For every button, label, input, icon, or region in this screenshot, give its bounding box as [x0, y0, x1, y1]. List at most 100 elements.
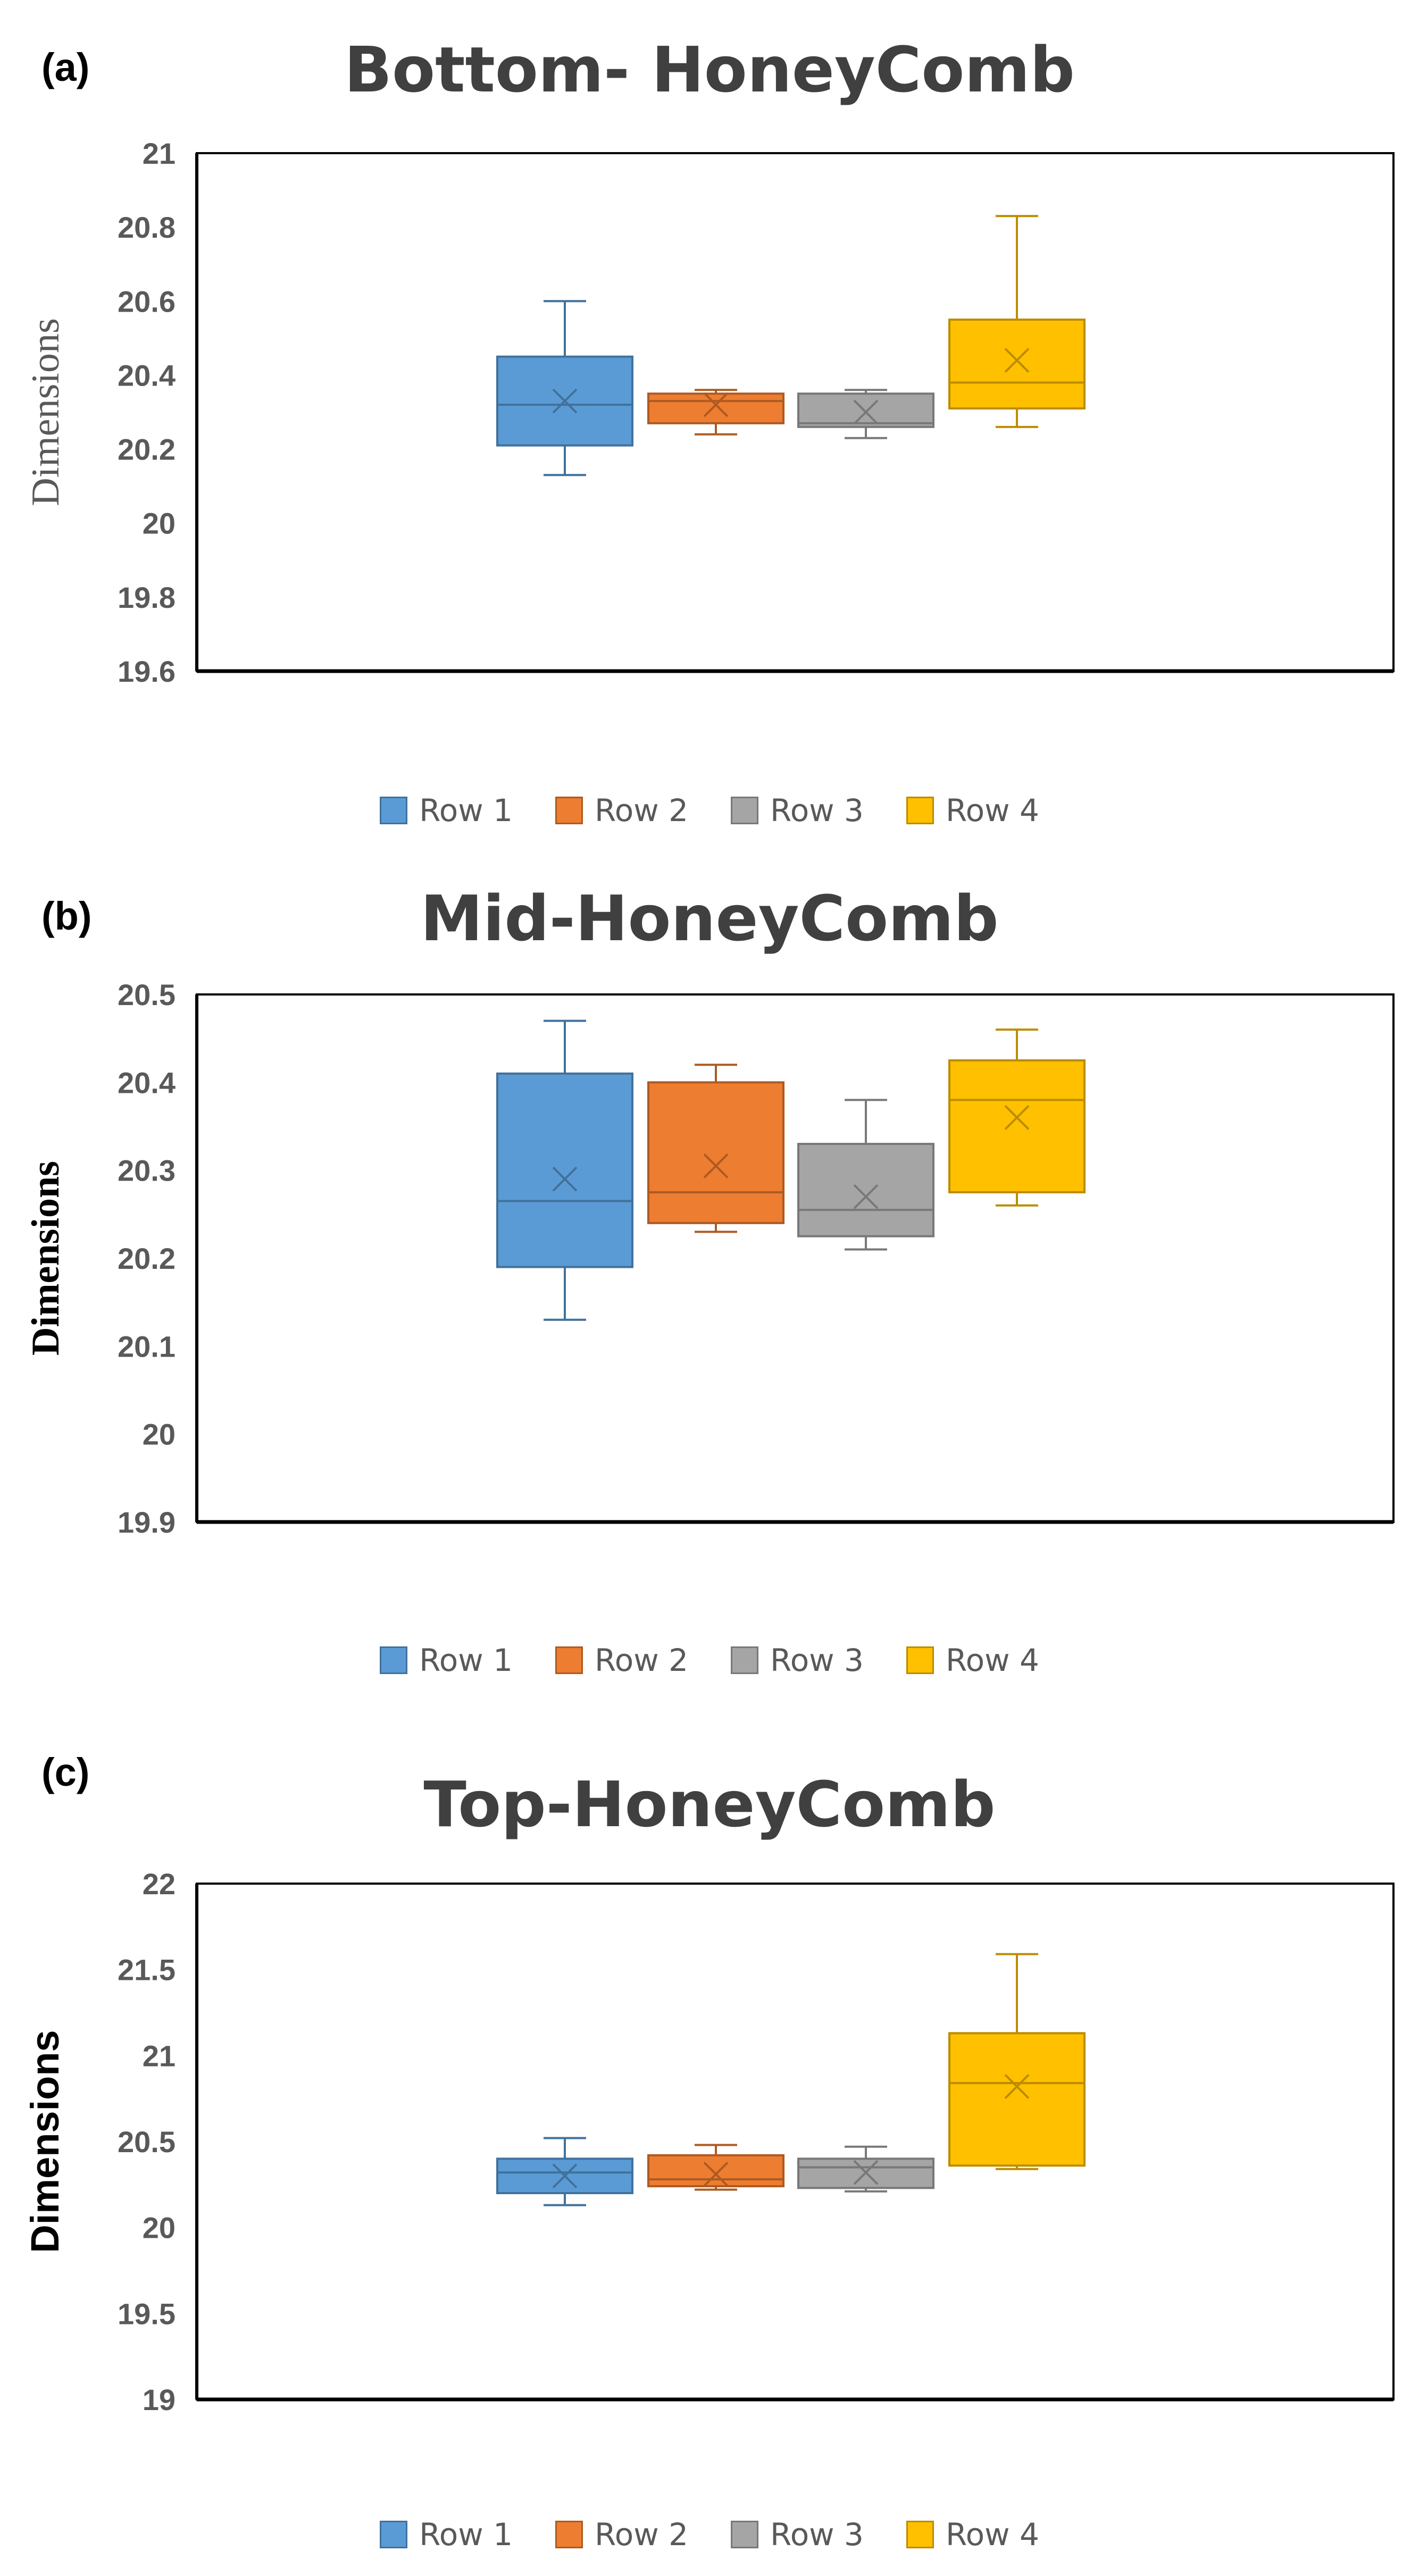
chart-legend: Row 1 Row 2 Row 3 Row 4	[0, 2516, 1419, 2553]
chart-panel-a: (a) Bottom- HoneyComb 21 20.8 20.6 20.4 20.2…	[0, 0, 1419, 851]
legend-label: Row 2	[595, 2516, 688, 2553]
legend-swatch	[731, 2521, 758, 2548]
plot-frame	[196, 993, 1395, 1523]
legend-item-row-2: Row 2	[555, 792, 688, 829]
y-tick-label: 19.6	[118, 655, 176, 688]
y-tick-label: 19.9	[118, 1506, 176, 1539]
legend-label: Row 1	[419, 792, 513, 829]
box-iqr	[647, 2154, 784, 2188]
y-tick-label: 20.5	[118, 978, 176, 1011]
legend-item-row-2: Row 2	[555, 1642, 688, 1678]
chart-legend: Row 1 Row 2 Row 3 Row 4	[0, 1642, 1419, 1678]
legend-swatch	[731, 1646, 758, 1674]
y-tick-label: 20.4	[118, 358, 176, 392]
panel-label: (b)	[41, 894, 92, 938]
chart-title: Bottom- HoneyComb	[344, 33, 1075, 106]
legend-label: Row 1	[419, 2516, 513, 2553]
box-iqr	[797, 392, 934, 428]
box-row-2	[647, 2144, 784, 2191]
legend-swatch	[555, 797, 583, 824]
y-tick-label: 20	[143, 1418, 176, 1451]
legend-item-row-3: Row 3	[731, 1642, 864, 1678]
legend-label: Row 4	[945, 1642, 1039, 1678]
y-tick-label: 20	[143, 507, 176, 540]
box-iqr	[797, 1143, 934, 1237]
y-tick-label: 19	[143, 2383, 176, 2416]
legend-label: Row 2	[595, 1642, 688, 1678]
box-row-4	[948, 215, 1086, 428]
box-row-4	[948, 1028, 1086, 1207]
y-axis-label: Dimensions	[24, 318, 68, 506]
legend-swatch	[906, 2521, 934, 2548]
mean-marker	[853, 399, 879, 425]
y-axis-label: Dimensions	[24, 1161, 68, 1356]
legend-swatch	[555, 2521, 583, 2548]
legend-swatch	[380, 1646, 408, 1674]
legend-label: Row 2	[595, 792, 688, 829]
box-row-2	[647, 1064, 784, 1233]
legend-label: Row 1	[419, 1642, 513, 1678]
legend-swatch	[906, 1646, 934, 1674]
chart-plot: 21 20.8 20.6 20.4 20.2 20 19.8 19.6 Dimensions	[24, 137, 1395, 688]
legend-label: Row 3	[770, 792, 864, 829]
legend-item-row-4: Row 4	[906, 792, 1039, 829]
legend-label: Row 4	[945, 2516, 1039, 2553]
plot-frame	[196, 152, 1395, 672]
y-tick-label: 21	[143, 2039, 176, 2072]
legend-item-row-4: Row 4	[906, 1642, 1039, 1678]
y-tick-label: 20	[143, 2211, 176, 2245]
mean-marker	[703, 2162, 729, 2187]
box-row-2	[647, 389, 784, 436]
box-row-3	[797, 2145, 934, 2193]
mean-marker	[853, 2160, 879, 2185]
plot-frame	[196, 1883, 1395, 2401]
chart-panel-c: (c) Top-HoneyComb 22 21.5 21 20.5 20 19.5 19 Di…	[0, 1719, 1419, 2570]
mean-marker	[1004, 348, 1030, 373]
y-tick-label: 19.5	[118, 2297, 176, 2330]
legend-swatch	[906, 797, 934, 824]
legend-item-row-3: Row 3	[731, 792, 864, 829]
y-tick-label: 20.8	[118, 211, 176, 244]
y-tick-label: 22	[143, 1867, 176, 1901]
y-tick-label: 20.1	[118, 1329, 176, 1363]
box-iqr	[948, 319, 1086, 410]
mean-marker	[552, 1166, 578, 1192]
mean-marker	[552, 2163, 578, 2189]
chart-plot: 22 21.5 21 20.5 20 19.5 19 Dimensions	[23, 1867, 1395, 2416]
legend-label: Row 3	[770, 2516, 864, 2553]
chart-legend: Row 1 Row 2 Row 3 Row 4	[0, 792, 1419, 829]
panel-label: (c)	[41, 1750, 90, 1794]
mean-marker	[552, 388, 578, 414]
y-tick-label: 20.5	[118, 2125, 176, 2159]
box-row-1	[496, 300, 633, 476]
mean-marker	[853, 1184, 879, 1209]
legend-item-row-4: Row 4	[906, 2516, 1039, 2553]
legend-swatch	[731, 797, 758, 824]
chart-title: Top-HoneyComb	[423, 1768, 996, 1841]
panel-label: (a)	[41, 45, 90, 89]
mean-marker	[703, 1153, 729, 1178]
chart-plot: 20.5 20.4 20.3 20.2 20.1 20 19.9 Dimensions	[24, 978, 1395, 1539]
y-tick-label: 20.3	[118, 1154, 176, 1187]
y-tick-label: 20.4	[118, 1066, 176, 1099]
legend-label: Row 3	[770, 1642, 864, 1678]
y-tick-label: 20.6	[118, 285, 176, 318]
mean-marker	[1004, 2074, 1030, 2099]
box-row-1	[496, 1019, 633, 1321]
y-tick-label: 21	[143, 137, 176, 170]
box-row-3	[797, 1099, 934, 1251]
legend-swatch	[380, 2521, 408, 2548]
y-tick-label: 20.2	[118, 1242, 176, 1275]
legend-item-row-1: Row 1	[380, 1642, 513, 1678]
legend-item-row-1: Row 1	[380, 2516, 513, 2553]
chart-panel-b: (b) Mid-HoneyComb 20.5 20.4 20.3 20.2 20.1 20…	[0, 851, 1419, 1702]
box-iqr	[948, 1059, 1086, 1193]
mean-marker	[703, 392, 729, 417]
box-iqr	[647, 1081, 784, 1224]
legend-item-row-1: Row 1	[380, 792, 513, 829]
box-row-3	[797, 389, 934, 439]
box-iqr	[647, 392, 784, 424]
legend-label: Row 4	[945, 792, 1039, 829]
chart-title: Mid-HoneyComb	[420, 882, 999, 955]
y-axis-label: Dimensions	[23, 2030, 67, 2253]
